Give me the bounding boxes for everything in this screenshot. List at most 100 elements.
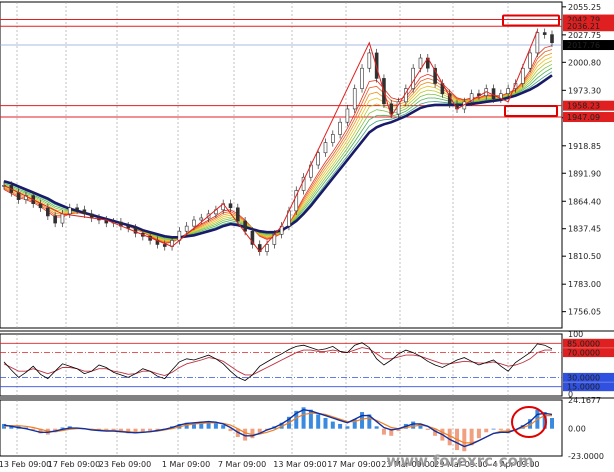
candle-body (265, 244, 269, 252)
y-tick-label: 1756.05 (568, 308, 601, 317)
macd-histogram-bar (367, 414, 372, 429)
macd-histogram-bar (484, 428, 489, 433)
rsi-level-tag (563, 382, 614, 392)
macd-histogram-bar (396, 428, 401, 432)
macd-histogram-bar (126, 428, 131, 434)
y-tick-label: 2000.80 (568, 58, 601, 67)
x-tick-label: 23 Mar 09:00 (381, 460, 434, 469)
current-price-tag (563, 40, 614, 51)
candle-body (228, 203, 233, 209)
candle-body (389, 103, 394, 115)
annotation-circle-macd (511, 406, 547, 438)
macd-histogram-bar (38, 428, 43, 434)
x-tick-label: 4 Apr 09:00 (492, 460, 539, 469)
candle-body (506, 88, 510, 94)
macd-histogram-bar (148, 428, 153, 432)
macd-histogram-bar (425, 428, 430, 430)
macd-histogram-bar (476, 428, 481, 439)
macd-histogram-bar (411, 421, 416, 429)
rsi-level-label: 15.0000 (567, 383, 600, 392)
candle-body (338, 121, 342, 135)
x-tick-label: 1 Mar 09:00 (162, 460, 210, 469)
macd-main-line (3, 408, 553, 448)
x-tick-label: 23 Feb 09:00 (99, 460, 151, 469)
macd-histogram-bar (206, 421, 211, 429)
ma-slow-line (3, 74, 553, 239)
macd-histogram-bar (330, 421, 335, 429)
candle-body (491, 88, 496, 100)
x-tick-label: 13 Mar 09:00 (273, 460, 326, 469)
candle-body (75, 207, 79, 211)
y-tick-label: 2055.25 (568, 3, 601, 12)
candle-body (184, 225, 189, 232)
rsi-signal-line (3, 347, 552, 376)
macd-histogram-bar (528, 419, 533, 429)
macd-histogram-bar (308, 409, 313, 429)
panel-frame-2 (0, 333, 563, 397)
macd-histogram-bar (345, 426, 350, 429)
candle-body (162, 244, 167, 247)
macd-histogram-bar (96, 428, 101, 430)
level-label: 1947.09 (567, 113, 600, 122)
y-tick-label: 1918.85 (568, 142, 601, 151)
current-price-label: 2017.76 (567, 41, 600, 50)
candle-body (316, 152, 320, 166)
macd-histogram-bar (140, 428, 145, 433)
candle-body (360, 67, 364, 89)
macd-histogram-bar (60, 427, 65, 429)
candle-body (236, 207, 240, 222)
annotation-box-upper (502, 14, 560, 27)
x-tick-label: 29 Mar 09:00 (434, 460, 487, 469)
level-tag (563, 14, 614, 25)
macd-histogram-bar (155, 428, 160, 430)
macd-histogram-bar (199, 421, 204, 429)
macd-histogram-bar (338, 423, 343, 429)
candle-body (243, 220, 247, 232)
macd-histogram-bar (542, 412, 547, 429)
macd-histogram-bar (2, 423, 6, 429)
rsi-level-label: 30.0000 (567, 373, 600, 382)
rsi-level-tag (563, 338, 614, 348)
y-tick-label: 1891.90 (568, 169, 601, 178)
x-tick-label: 13 Feb 09:00 (0, 460, 51, 469)
candle-body (535, 32, 540, 54)
macd-histogram-bar (133, 428, 138, 434)
macd-histogram-bar (257, 428, 262, 434)
level-label: 2042.79 (567, 16, 600, 25)
candle-body (418, 57, 423, 69)
macd-tick-label: 0.00 (568, 425, 586, 434)
candle-body (520, 67, 525, 84)
macd-histogram-bar (418, 423, 423, 429)
candle-body (433, 67, 437, 84)
rsi-level-label: 85.0000 (567, 339, 600, 348)
x-tick-label: 17 Feb 09:00 (48, 460, 100, 469)
rsi-top-tick: 100 (568, 330, 583, 339)
rsi-level-tag (563, 348, 614, 358)
candle-body (542, 32, 547, 35)
macd-histogram-bar (360, 412, 365, 429)
macd-histogram-bar (221, 425, 226, 429)
macd-histogram-bar (104, 428, 109, 432)
y-tick-label: 2027.75 (568, 31, 601, 40)
level-tag (563, 21, 614, 32)
macd-histogram-bar (316, 414, 321, 429)
candle-body (367, 52, 372, 69)
macd-histogram-bar (381, 428, 386, 435)
macd-histogram-bar (498, 428, 503, 430)
annotation-box-lower (504, 105, 558, 118)
macd-histogram-bar (228, 428, 233, 432)
macd-histogram-bar (550, 418, 554, 429)
y-tick-label: 1837.45 (568, 225, 601, 234)
level-tag (563, 100, 614, 111)
candle-body (82, 209, 87, 215)
candle-body (411, 67, 415, 89)
candle-body (46, 207, 50, 217)
macd-histogram-bar (118, 428, 123, 433)
rsi-level-tag (563, 372, 614, 382)
macd-tick-label: 24.1677 (568, 396, 601, 405)
macd-histogram-bar (294, 410, 299, 429)
candle-body (53, 215, 57, 224)
y-tick-label: 1783.00 (568, 280, 601, 289)
